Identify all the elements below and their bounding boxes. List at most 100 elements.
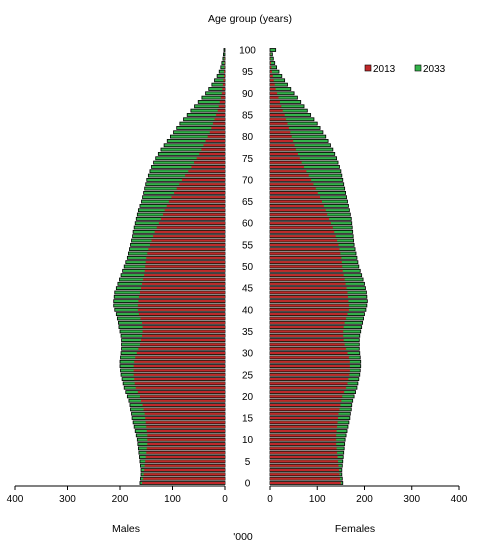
x-tick-label-right: 0 <box>267 494 273 505</box>
bar-female-2013 <box>270 330 344 333</box>
bar-male-2013 <box>219 100 225 104</box>
bar-male-2013 <box>145 265 225 268</box>
bar-female-2013 <box>270 61 271 65</box>
bar-male-2013 <box>141 399 225 402</box>
x-tick-label-right: 100 <box>309 494 326 505</box>
bar-female-2013 <box>270 403 341 407</box>
bar-female-2013 <box>270 196 321 199</box>
bar-female-2013 <box>270 390 345 394</box>
bar-male-2013 <box>139 291 225 294</box>
bar-female-2013 <box>270 429 337 433</box>
bar-male-2013 <box>147 434 225 437</box>
bar-male-2013 <box>220 96 225 99</box>
bar-female-2013 <box>270 174 309 177</box>
legend-swatch-2013 <box>364 64 372 72</box>
bar-female-2013 <box>270 373 350 376</box>
bar-male-2013 <box>179 183 225 186</box>
x-tick-label-right: 300 <box>403 494 420 505</box>
bar-male-2013 <box>143 278 225 281</box>
bar-male-2013 <box>142 321 225 324</box>
bar-female-2013 <box>270 369 350 372</box>
bar-male-2013 <box>164 209 225 212</box>
bar-female-2013 <box>270 248 340 251</box>
bar-female-2013 <box>270 326 344 329</box>
bar-male-2013 <box>223 70 225 73</box>
age-tick-label: 50 <box>242 262 254 273</box>
bar-female-2013 <box>270 408 340 411</box>
bar-female-2033 <box>269 56 274 61</box>
bar-female-2013 <box>270 178 312 181</box>
bar-male-2013 <box>139 343 225 346</box>
bar-female-2013 <box>270 144 295 147</box>
bar-male-2013 <box>146 451 225 454</box>
age-tick-label: 30 <box>242 349 254 360</box>
legend: 2013 2033 <box>364 64 446 75</box>
bar-male-2013 <box>149 243 225 246</box>
bar-male-2013 <box>142 326 225 329</box>
bar-female-2013 <box>270 468 339 472</box>
bar-male-2013 <box>145 421 225 424</box>
bar-male-2013 <box>201 148 225 151</box>
bar-female-2013 <box>270 126 289 130</box>
x-tick-label-left: 100 <box>164 494 181 505</box>
bar-male-2013 <box>191 165 225 169</box>
age-tick-label: 15 <box>242 414 254 425</box>
bar-male-2013 <box>151 239 225 242</box>
bar-female-2013 <box>270 161 302 164</box>
bar-male-2013 <box>137 390 225 394</box>
bar-male-2013 <box>214 118 225 121</box>
bar-female-2013 <box>270 377 349 381</box>
bar-male-2013 <box>212 122 225 125</box>
bar-female-2013 <box>270 70 272 73</box>
x-tick-label-left: 300 <box>59 494 76 505</box>
bar-male-2013 <box>174 191 225 194</box>
bar-male-2013 <box>211 126 225 130</box>
bar-female-2013 <box>270 170 307 173</box>
bar-female-2013 <box>270 66 272 69</box>
age-tick-label: 5 <box>245 457 251 468</box>
bar-male-2013 <box>138 347 225 350</box>
bar-female-2013 <box>270 235 336 238</box>
bar-female-2013 <box>270 79 274 82</box>
bar-male-2013 <box>196 157 225 160</box>
chart-title: Age group (years) <box>208 13 292 25</box>
bar-female-2013 <box>270 451 338 454</box>
bar-female-2013 <box>270 300 349 303</box>
age-tick-label: 20 <box>242 392 254 403</box>
age-tick-label: 95 <box>242 67 254 78</box>
bar-male-2013 <box>134 377 225 381</box>
age-tick-label: 0 <box>245 479 251 490</box>
bar-female-2013 <box>270 395 343 398</box>
bar-male-2013 <box>147 438 225 441</box>
bar-male-2013 <box>146 447 225 450</box>
bar-female-2013 <box>270 477 340 480</box>
bar-female-2013 <box>270 347 347 350</box>
bar-male-2013 <box>140 317 225 320</box>
female-bars <box>269 48 368 485</box>
bar-male-2013 <box>142 403 225 407</box>
males-label: Males <box>112 523 140 535</box>
bar-female-2013 <box>270 416 339 420</box>
bar-female-2013 <box>270 230 335 233</box>
bar-male-2013 <box>144 468 225 472</box>
age-tick-label: 60 <box>242 219 254 230</box>
bar-female-2013 <box>270 364 350 368</box>
bar-male-2013 <box>133 373 225 376</box>
bar-female-2013 <box>270 473 340 476</box>
bar-female-2013 <box>270 191 318 194</box>
bar-female-2013 <box>270 339 344 342</box>
age-tick-label: 100 <box>239 46 256 57</box>
bar-male-2013 <box>156 226 225 229</box>
bar-male-2013 <box>209 131 225 134</box>
bar-female-2013 <box>270 183 314 186</box>
bar-male-2013 <box>218 105 225 108</box>
bar-female-2013 <box>270 291 348 294</box>
bar-male-2013 <box>153 235 225 238</box>
bar-male-2013 <box>145 455 225 459</box>
bar-male-2013 <box>136 352 225 355</box>
bar-female-2013 <box>270 204 324 207</box>
age-tick-label: 65 <box>242 197 254 208</box>
bar-male-2013 <box>142 481 225 485</box>
bar-female-2013 <box>270 87 276 91</box>
